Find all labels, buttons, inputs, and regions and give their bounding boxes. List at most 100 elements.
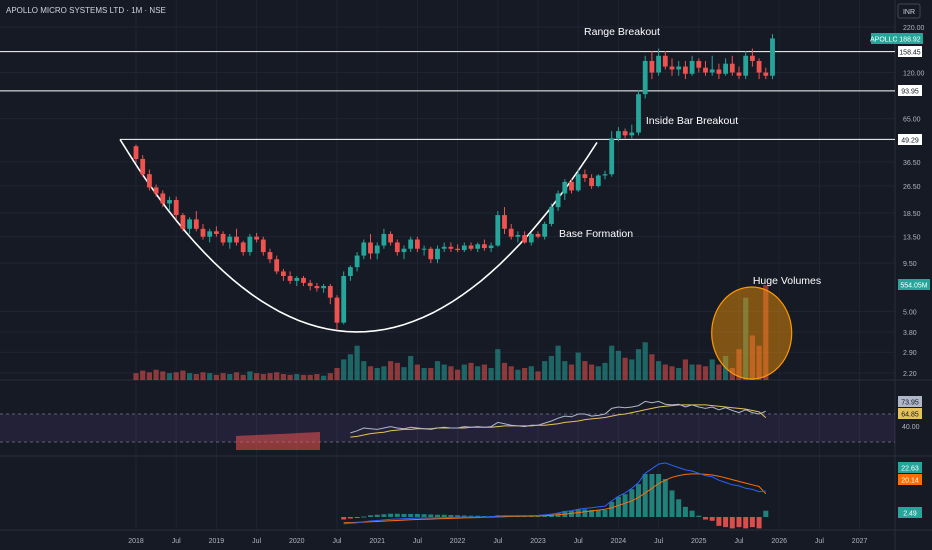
macd-pane xyxy=(341,462,769,529)
volume-bar xyxy=(260,373,266,380)
volume-bar xyxy=(756,345,762,380)
candle-body xyxy=(636,94,641,133)
volume-bar xyxy=(361,361,367,380)
volume-badge-text: 554.05M xyxy=(900,283,927,290)
volume-bar xyxy=(448,366,454,380)
volume-bar xyxy=(187,373,193,380)
macd-histogram-bar xyxy=(629,489,635,517)
symbol-badge-text: APOLLO xyxy=(870,37,899,44)
volume-bar xyxy=(682,359,688,380)
candle-body xyxy=(455,248,460,251)
candle-body xyxy=(488,245,494,249)
price-tick-label: 5.00 xyxy=(903,309,917,316)
macd-histogram-bar xyxy=(475,515,481,517)
macd-signal-line xyxy=(343,473,767,524)
volume-bar xyxy=(267,373,273,380)
volume-bar xyxy=(280,373,286,380)
candle-body xyxy=(448,246,454,249)
macd-histogram-bar xyxy=(414,513,420,517)
candle-body xyxy=(388,233,393,243)
volume-bar xyxy=(341,359,347,380)
price-tick-label: 3.80 xyxy=(903,330,917,337)
volume-bar xyxy=(495,349,501,380)
price-tick-label: 36.50 xyxy=(903,160,921,167)
huge-volumes-label: Huge Volumes xyxy=(753,275,821,287)
level-1-badge xyxy=(898,46,922,57)
macd-histogram-bar xyxy=(649,473,655,517)
level-3-text: 49.29 xyxy=(901,138,919,145)
volume-bar xyxy=(254,373,260,380)
macd-histogram-bar xyxy=(743,517,749,529)
candle-body xyxy=(361,242,367,256)
candle-body xyxy=(240,242,246,253)
macd-histogram-bar xyxy=(361,516,367,518)
candle-body xyxy=(508,228,514,237)
signal-badge-text: 20.14 xyxy=(901,478,919,485)
candle-body xyxy=(234,236,239,243)
macd-histogram-bar xyxy=(542,515,548,517)
candle-body xyxy=(542,223,548,237)
macd-histogram-bar xyxy=(736,517,742,528)
currency-label: INR xyxy=(903,9,915,16)
candle-body xyxy=(167,200,172,204)
volume-bar xyxy=(374,367,380,380)
volume-bar xyxy=(173,372,179,380)
macd-histogram-bar xyxy=(622,494,628,517)
macd-histogram-bar xyxy=(696,515,702,517)
candle-body xyxy=(260,239,266,253)
macd-histogram-bar xyxy=(642,473,648,517)
volume-bar xyxy=(434,361,441,380)
last-price-text: 188.92 xyxy=(899,37,921,44)
volume-bar xyxy=(140,370,146,380)
volume-bar xyxy=(408,355,414,380)
macd-histogram-bar xyxy=(421,514,427,517)
macd-histogram-bar xyxy=(656,473,662,517)
candle-body xyxy=(354,255,360,268)
candle-body xyxy=(709,69,715,73)
rsi-ma-badge-text: 64.85 xyxy=(901,412,919,419)
macd-histogram-bar xyxy=(441,514,447,517)
candle-body xyxy=(569,181,574,191)
macd-histogram-bar xyxy=(368,515,373,517)
volume-bar xyxy=(321,375,327,380)
candle-body xyxy=(348,267,353,277)
volume-bar xyxy=(622,357,628,380)
candle-body xyxy=(535,233,541,237)
macd-histogram-bar xyxy=(589,509,595,517)
candle-body xyxy=(763,72,769,76)
price-tick-label: 220.00 xyxy=(903,25,925,32)
macd-line xyxy=(343,462,766,525)
volume-bar xyxy=(441,364,447,380)
volume-bars xyxy=(133,285,769,380)
candle-body xyxy=(368,242,373,254)
currency-badge[interactable] xyxy=(897,3,921,19)
candle-body xyxy=(461,245,467,251)
macd-histogram-bar xyxy=(602,509,608,517)
candle-body xyxy=(616,131,621,139)
candle-body xyxy=(468,245,474,249)
macd-histogram-bar xyxy=(595,509,601,517)
macd-badge xyxy=(898,462,922,473)
macd-histogram-bar xyxy=(749,517,755,528)
volume-bar xyxy=(508,366,514,380)
x-tick-label: 2025 xyxy=(691,538,707,545)
macd-histogram-bar xyxy=(428,514,434,517)
volume-bar xyxy=(381,366,387,380)
volume-bar xyxy=(287,374,293,380)
candle-body xyxy=(200,228,206,237)
x-tick-label: Jul xyxy=(172,538,181,545)
candle-body xyxy=(408,239,414,249)
symbol-title: APOLLO MICRO SYSTEMS LTD · 1M · NSE xyxy=(6,6,166,15)
volume-bar xyxy=(475,366,481,380)
last-price-badge xyxy=(897,33,923,44)
macd-histogram-bar xyxy=(401,513,407,517)
candle-body xyxy=(575,174,581,191)
volume-bar xyxy=(394,362,400,380)
macd-histogram-bar xyxy=(575,509,581,517)
candle-body xyxy=(649,60,655,73)
x-tick-label: 2027 xyxy=(852,538,868,545)
candle-body xyxy=(207,231,213,237)
volume-bar xyxy=(522,367,528,380)
candle-body xyxy=(314,286,320,289)
